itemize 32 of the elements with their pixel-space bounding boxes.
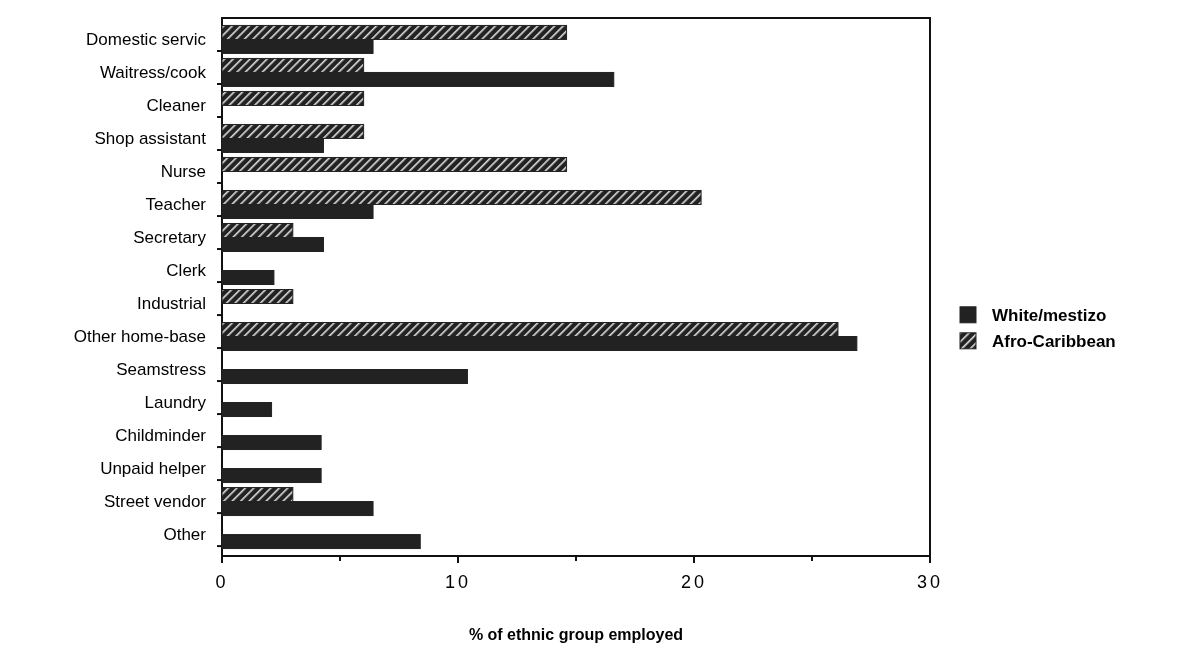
x-tick-label: 0 bbox=[215, 572, 229, 592]
x-tick-label: 20 bbox=[680, 572, 708, 592]
bar bbox=[221, 156, 568, 172]
bar bbox=[221, 289, 294, 304]
legend-label: Afro-Caribbean bbox=[992, 331, 1116, 351]
y-tick-label: Other home-base bbox=[73, 327, 206, 347]
bar bbox=[221, 90, 365, 106]
bar bbox=[221, 435, 322, 451]
bar bbox=[221, 369, 468, 385]
y-tick-label: Unpaid helper bbox=[100, 459, 207, 479]
y-tick-label: Domestic servic bbox=[86, 30, 207, 50]
y-tick-label: Cleaner bbox=[146, 96, 207, 116]
y-tick-label: Shop assistant bbox=[94, 129, 207, 149]
x-tick-label: 30 bbox=[916, 572, 944, 592]
y-tick-label: Secretary bbox=[133, 228, 207, 248]
bar bbox=[221, 402, 273, 418]
y-tick-label: Laundry bbox=[144, 393, 207, 413]
y-tick-label: Waitress/cook bbox=[99, 63, 207, 83]
y-tick-label: Teacher bbox=[145, 195, 207, 215]
y-tick-label: Seamstress bbox=[116, 360, 206, 380]
legend-label: White/mestizo bbox=[992, 305, 1107, 325]
y-tick-label: Clerk bbox=[166, 261, 207, 281]
x-tick-label: 10 bbox=[444, 572, 472, 592]
y-tick-label: Childminder bbox=[115, 426, 207, 446]
bar bbox=[221, 270, 275, 285]
y-tick-label: Street vendor bbox=[103, 492, 207, 512]
y-tick-label: Other bbox=[163, 525, 207, 545]
x-axis-title: % of ethnic group employed bbox=[468, 626, 684, 643]
y-tick-label: Industrial bbox=[137, 294, 206, 314]
bar bbox=[221, 468, 322, 484]
y-tick-label: Nurse bbox=[160, 162, 206, 182]
bar bbox=[221, 534, 421, 550]
